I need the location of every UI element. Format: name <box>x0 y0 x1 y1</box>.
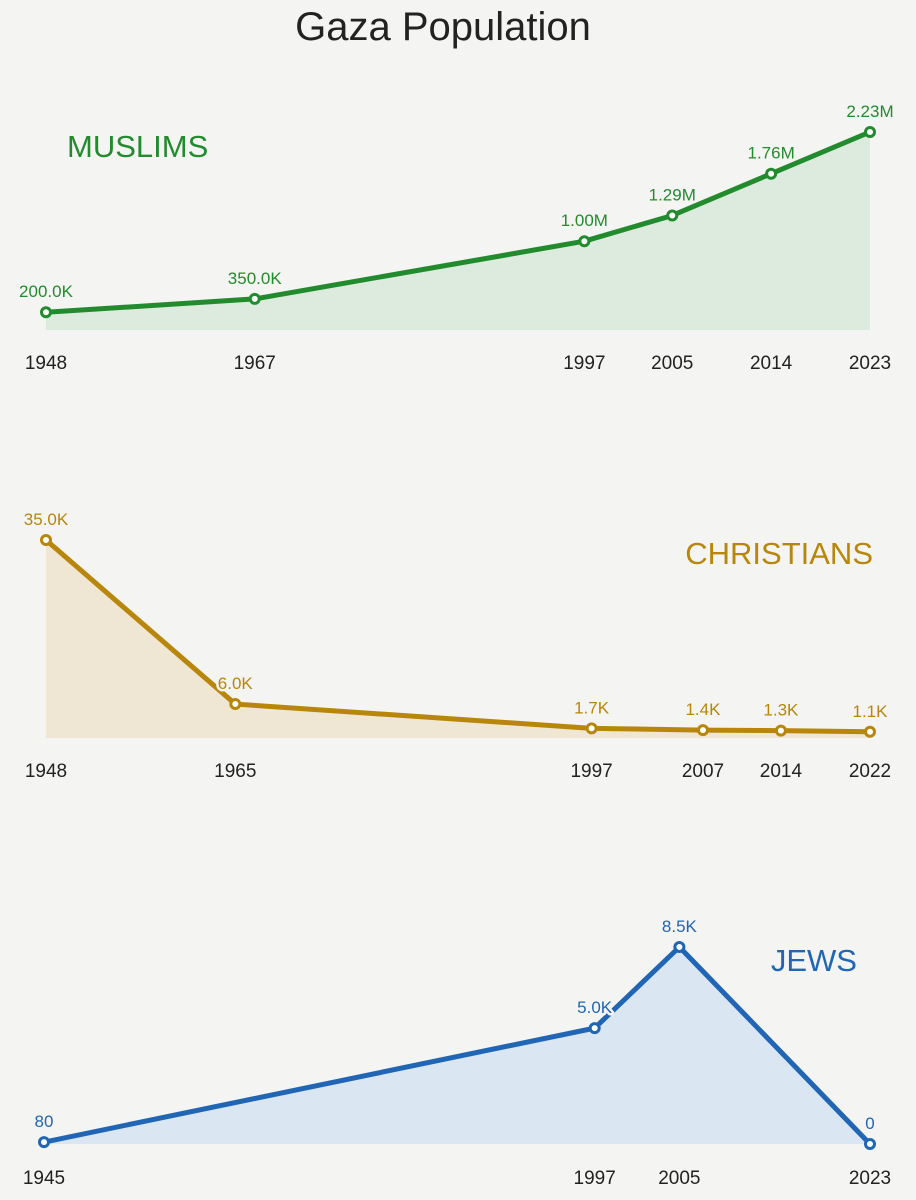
christians-point <box>585 722 598 735</box>
jews-x-tick: 1997 <box>574 1168 616 1189</box>
muslims-x-tick: 1997 <box>563 353 605 374</box>
muslims-data-label: 2.23M <box>846 102 893 121</box>
christians-data-label: 35.0K <box>24 510 69 529</box>
muslims-x-tick: 1967 <box>234 353 276 374</box>
jews-x-tick: 2005 <box>658 1168 700 1189</box>
christians-point <box>229 698 242 711</box>
muslims-data-label: 200.0K <box>19 282 74 301</box>
christians-panel: 35.0K 6.0K 1.7K 1.4K 1.3K 1.1K 1948 1965 1997 200… <box>21 508 891 783</box>
muslims-area <box>46 132 870 330</box>
jews-point <box>38 1136 50 1149</box>
christians-label: CHRISTIANS <box>685 536 873 571</box>
jews-data-label: 80 <box>35 1112 54 1131</box>
christians-data-label: 6.0K <box>218 674 254 693</box>
christians-point <box>774 724 787 737</box>
jews-data-label: 8.5K <box>662 917 698 936</box>
jews-x-tick: 1945 <box>23 1168 65 1189</box>
muslims-panel: 200.0K 350.0K 1.00M 1.29M 1.76M 2.23M 1948 1967… <box>17 100 897 375</box>
chart-title: Gaza Population <box>295 5 591 49</box>
christians-point <box>864 725 876 738</box>
jews-line <box>41 944 873 1147</box>
jews-point <box>588 1022 601 1035</box>
christians-x-tick: 1997 <box>570 761 612 782</box>
muslims-label: MUSLIMS <box>67 129 208 164</box>
muslims-x-tick: 2005 <box>651 353 693 374</box>
muslims-point <box>40 306 52 319</box>
jews-area <box>44 947 870 1144</box>
muslims-x-tick: 2023 <box>849 353 891 374</box>
muslims-point <box>578 235 591 248</box>
christians-x-tick: 1948 <box>25 761 67 782</box>
muslims-x-tick: 2014 <box>750 353 793 374</box>
muslims-data-label: 1.00M <box>561 211 608 230</box>
jews-data-label: 5.0K <box>577 998 613 1017</box>
muslims-data-label: 1.29M <box>649 185 696 204</box>
jews-point <box>673 941 686 953</box>
christians-data-label: 1.1K <box>853 702 889 721</box>
christians-x-tick: 2007 <box>682 761 724 782</box>
muslims-x-tick: 1948 <box>25 353 67 374</box>
christians-point <box>40 534 52 546</box>
jews-label: JEWS <box>771 943 857 978</box>
muslims-point <box>864 126 876 138</box>
muslims-point <box>666 209 679 222</box>
christians-data-label: 1.4K <box>685 700 721 719</box>
jews-panel: 80 5.0K 8.5K 0 1945 1997 2005 2023 JEWS <box>23 915 891 1190</box>
christians-area <box>46 540 870 738</box>
christians-data-label: 1.3K <box>763 701 799 720</box>
christians-x-tick: 2022 <box>849 761 891 782</box>
muslims-point <box>248 292 261 305</box>
muslims-data-label: 350.0K <box>228 269 283 288</box>
christians-line <box>43 537 873 735</box>
jews-data-label: 0 <box>865 1114 874 1133</box>
christians-x-tick: 1965 <box>214 761 256 782</box>
jews-point <box>864 1138 876 1150</box>
christians-point <box>696 724 709 737</box>
christians-x-tick: 2014 <box>760 761 803 782</box>
muslims-line <box>43 129 873 315</box>
muslims-point <box>765 167 778 180</box>
christians-data-label: 1.7K <box>574 698 610 717</box>
muslims-data-label: 1.76M <box>747 144 794 163</box>
jews-x-tick: 2023 <box>849 1168 891 1189</box>
